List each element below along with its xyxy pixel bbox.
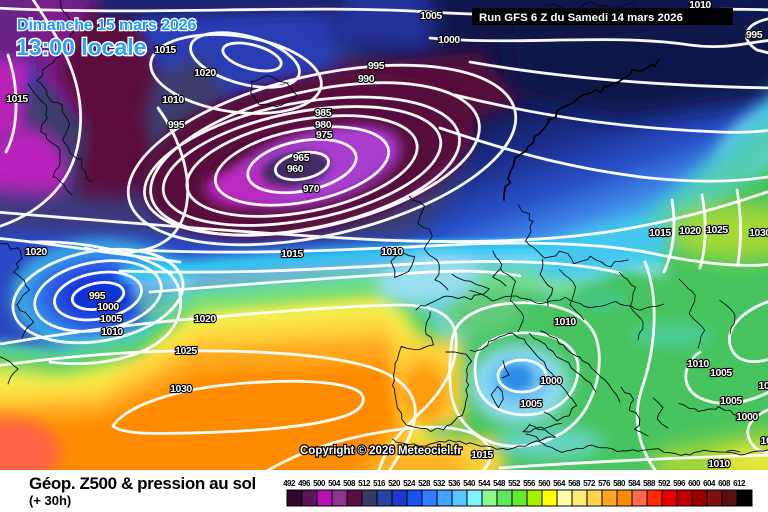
svg-text:1030: 1030 (749, 227, 768, 239)
svg-text:564: 564 (553, 479, 566, 488)
svg-text:Run GFS 6 Z du Samedi 14 mars: Run GFS 6 Z du Samedi 14 mars 2026 (479, 12, 683, 24)
svg-text:548: 548 (493, 479, 506, 488)
svg-text:1000: 1000 (438, 34, 460, 46)
svg-text:560: 560 (538, 479, 551, 488)
svg-text:1010: 1010 (162, 94, 184, 106)
svg-text:580: 580 (613, 479, 626, 488)
svg-text:1020: 1020 (194, 313, 216, 325)
svg-text:512: 512 (358, 479, 371, 488)
svg-text:1015: 1015 (471, 449, 493, 461)
svg-text:995: 995 (746, 29, 763, 41)
svg-text:10: 10 (759, 380, 768, 392)
svg-text:540: 540 (463, 479, 476, 488)
svg-text:995: 995 (168, 119, 185, 131)
svg-text:1010: 1010 (687, 358, 709, 370)
svg-text:1020: 1020 (194, 67, 216, 79)
svg-text:1010: 1010 (381, 246, 403, 258)
svg-text:604: 604 (703, 479, 716, 488)
svg-text:1010: 1010 (554, 316, 576, 328)
svg-text:Dimanche 15 mars 2026: Dimanche 15 mars 2026 (17, 17, 197, 34)
svg-text:965: 965 (293, 152, 310, 164)
svg-text:990: 990 (358, 73, 375, 85)
svg-text:528: 528 (418, 479, 431, 488)
svg-text:532: 532 (433, 479, 446, 488)
svg-text:1025: 1025 (175, 345, 197, 357)
svg-text:1020: 1020 (679, 225, 701, 237)
svg-text:524: 524 (403, 479, 416, 488)
svg-text:1010: 1010 (708, 458, 730, 470)
svg-text:Copyright © 2026 Meteociel.fr: Copyright © 2026 Meteociel.fr (300, 445, 462, 457)
svg-text:608: 608 (718, 479, 731, 488)
svg-text:536: 536 (448, 479, 461, 488)
svg-text:995: 995 (368, 60, 385, 72)
svg-text:568: 568 (568, 479, 581, 488)
svg-text:1005: 1005 (520, 398, 542, 410)
svg-text:592: 592 (658, 479, 671, 488)
svg-text:13:00 locale: 13:00 locale (16, 34, 146, 60)
svg-text:600: 600 (688, 479, 701, 488)
svg-text:1030: 1030 (170, 383, 192, 395)
svg-text:1005: 1005 (720, 395, 742, 407)
svg-text:1020: 1020 (25, 246, 47, 258)
svg-text:10: 10 (761, 435, 768, 447)
svg-text:1025: 1025 (706, 224, 728, 236)
svg-text:552: 552 (508, 479, 521, 488)
svg-text:975: 975 (316, 129, 333, 141)
svg-text:516: 516 (373, 479, 386, 488)
svg-text:1015: 1015 (154, 44, 176, 56)
svg-text:584: 584 (628, 479, 641, 488)
svg-text:596: 596 (673, 479, 686, 488)
svg-text:1005: 1005 (100, 313, 122, 325)
svg-text:612: 612 (733, 479, 746, 488)
svg-text:1015: 1015 (6, 93, 28, 105)
svg-text:588: 588 (643, 479, 656, 488)
svg-text:980: 980 (315, 119, 332, 131)
svg-text:1000: 1000 (540, 375, 562, 387)
svg-text:556: 556 (523, 479, 536, 488)
svg-text:1005: 1005 (420, 10, 442, 22)
svg-text:960: 960 (287, 163, 304, 175)
svg-text:995: 995 (89, 290, 106, 302)
svg-text:508: 508 (343, 479, 356, 488)
svg-text:(+ 30h): (+ 30h) (29, 493, 71, 508)
svg-text:504: 504 (328, 479, 341, 488)
svg-text:576: 576 (598, 479, 611, 488)
svg-text:1000: 1000 (97, 301, 119, 313)
svg-text:544: 544 (478, 479, 491, 488)
svg-text:1015: 1015 (649, 227, 671, 239)
svg-text:1010: 1010 (101, 326, 123, 338)
svg-text:500: 500 (313, 479, 326, 488)
svg-text:1005: 1005 (710, 367, 732, 379)
svg-text:496: 496 (298, 479, 311, 488)
svg-text:985: 985 (315, 107, 332, 119)
svg-text:Géop. Z500 & pression au sol: Géop. Z500 & pression au sol (29, 474, 256, 493)
svg-text:492: 492 (283, 479, 296, 488)
svg-text:572: 572 (583, 479, 596, 488)
svg-text:1000: 1000 (736, 411, 758, 423)
svg-text:1015: 1015 (281, 248, 303, 260)
svg-text:520: 520 (388, 479, 401, 488)
svg-text:970: 970 (303, 183, 320, 195)
